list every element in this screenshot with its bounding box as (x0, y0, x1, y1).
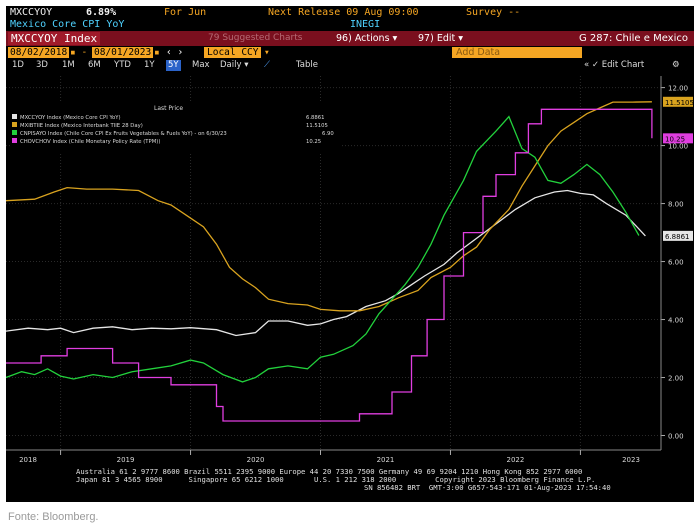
table-button[interactable]: Table (296, 60, 318, 70)
legend-last-0: 6.8861 (306, 115, 325, 121)
end-date-field[interactable]: 08/01/2023 (92, 47, 154, 58)
legend-swatch-0 (12, 114, 17, 119)
last-label-box-3 (663, 133, 693, 144)
period-max[interactable]: Max (192, 60, 210, 70)
date-range-row: 08/02/2018 ▪ - 08/01/2023 ▪ ‹ › Local CC… (6, 46, 694, 59)
series-line-0 (6, 189, 646, 337)
line-chart-icon[interactable]: ⟋ (264, 60, 270, 70)
title-bar: MXCCYOY Index 79 Suggested Charts 96) Ac… (6, 31, 694, 46)
last-label-0: 6.8861 (665, 233, 690, 241)
x-tick-label-5: 2023 (622, 456, 640, 464)
calendar-icon[interactable]: ▪ - (70, 47, 88, 58)
last-label-3: 10.25 (665, 135, 685, 143)
edit-menu[interactable]: 97) Edit ▾ (418, 33, 463, 44)
period-3d[interactable]: 3D (36, 60, 48, 70)
x-tick-label-1: 2019 (117, 456, 135, 464)
data-source: INEGI (350, 19, 381, 30)
legend-swatch-2 (12, 130, 17, 135)
legend-last-2: 6.90 (322, 131, 334, 137)
period-ytd[interactable]: YTD (114, 60, 131, 70)
settings-gear-icon[interactable]: ⚙ (672, 60, 680, 70)
x-tick-label-3: 2021 (377, 456, 395, 464)
y-tick-label-1: 2.00 (668, 375, 684, 383)
footer-line-1: Australia 61 2 9777 8600 Brazil 5511 239… (76, 467, 583, 476)
add-data-input[interactable]: Add Data (456, 47, 501, 58)
period-toolbar: 1D 3D 1M 6M YTD 1Y 5Y Max Daily ▾ ⟋ Tabl… (6, 59, 694, 72)
y-tick-label-6: 12.00 (668, 85, 688, 93)
scroll-arrows-icon[interactable]: ‹ › (166, 47, 184, 58)
header-row: MXCCYOY 6.89% For Jun Next Release 09 Au… (6, 6, 694, 19)
bloomberg-terminal-window: MXCCYOY 6.89% For Jun Next Release 09 Au… (6, 6, 694, 502)
legend-swatch-3 (12, 138, 17, 143)
line-chart: 0.00 2.00 4.00 6.00 8.00 10.00 12.00 2018 2019 20… (6, 76, 694, 464)
start-date-field[interactable]: 08/02/2018 (8, 47, 70, 58)
last-label-1: 11.5105 (665, 99, 694, 107)
legend-last-3: 10.25 (306, 139, 321, 145)
bloomberg-footer: Australia 61 2 9777 8600 Brazil 5511 239… (76, 468, 694, 492)
legend-swatch-1 (12, 122, 17, 127)
suggested-charts-button[interactable]: 79 Suggested Charts (208, 33, 303, 43)
x-tick-label-2: 2020 (247, 456, 265, 464)
y-tick-label-0: 0.00 (668, 433, 684, 441)
series-line-3 (6, 108, 653, 422)
legend-entry-1: MXIBTIIE Index (Mexico Interbank TIIE 28… (20, 123, 143, 129)
y-tick-label-3: 6.00 (668, 259, 684, 267)
last-label-box-0 (663, 230, 693, 241)
period-1m[interactable]: 1M (62, 60, 75, 70)
calendar-icon-end[interactable]: ▪ (154, 47, 160, 58)
chart-name: G 287: Chile e Mexico (578, 33, 688, 44)
ticker-label: MXCCYOY (10, 7, 53, 18)
footer-line-2: Japan 81 3 4565 8900 Singapore 65 6212 1… (76, 475, 596, 484)
next-release-label: Next Release 09 Aug 09:00 (268, 7, 419, 18)
survey-label: Survey -- (466, 7, 521, 18)
chart-series (6, 101, 653, 422)
y-tick-label-5: 10.00 (668, 143, 688, 151)
legend-entry-3: CHOVCHOV Index (Chile Monetary Policy Ra… (20, 139, 160, 145)
y-tick-label-2: 4.00 (668, 317, 684, 325)
last-price-labels: 6.8861 11.5105 10.25 (663, 96, 694, 241)
actions-menu[interactable]: 96) Actions ▾ (336, 33, 398, 44)
period-6m[interactable]: 6M (88, 60, 101, 70)
period-5y[interactable]: 5Y (166, 60, 181, 71)
currency-select[interactable]: Local CCY (204, 47, 262, 58)
last-label-box-1 (663, 96, 693, 107)
legend-box (10, 102, 342, 154)
legend-entry-2: CNPISAYO Index (Chile Core CPI Ex Fruits… (20, 131, 227, 137)
last-value: 6.89% (86, 7, 117, 18)
edit-chart-button[interactable]: « ✓ Edit Chart (584, 60, 645, 70)
frequency-select[interactable]: Daily ▾ (220, 60, 249, 70)
series-description: Mexico Core CPI YoY (10, 19, 125, 30)
x-tick-label-0: 2018 (19, 456, 37, 464)
chart-axes: 0.00 2.00 4.00 6.00 8.00 10.00 12.00 2018 2019 20… (6, 76, 688, 464)
y-tick-label-4: 8.00 (668, 201, 684, 209)
footer-line-3: SN 856482 BRT GMT-3:00 G657-543-171 01-A… (364, 483, 611, 492)
index-title: MXCCYOY Index (8, 32, 101, 45)
source-note: Fonte: Bloomberg. (8, 511, 99, 523)
legend-heading: Last Price (154, 105, 183, 112)
series-line-2 (6, 115, 640, 383)
legend-entry-0: MXCCYOY Index (Mexico Core CPI YoY) (20, 115, 121, 121)
legend-last-1: 11.5105 (306, 123, 328, 129)
period-1d[interactable]: 1D (12, 60, 24, 70)
subtitle-row: Mexico Core CPI YoY INEGI (6, 19, 694, 31)
chart-legend: Last Price MXCCYOY Index (Mexico Core CPI… (10, 102, 342, 154)
period-label: For Jun (164, 7, 207, 18)
x-tick-label-4: 2022 (507, 456, 525, 464)
series-line-1 (6, 101, 652, 312)
chevron-down-icon[interactable]: ▾ (264, 47, 270, 58)
period-1y[interactable]: 1Y (144, 60, 155, 70)
